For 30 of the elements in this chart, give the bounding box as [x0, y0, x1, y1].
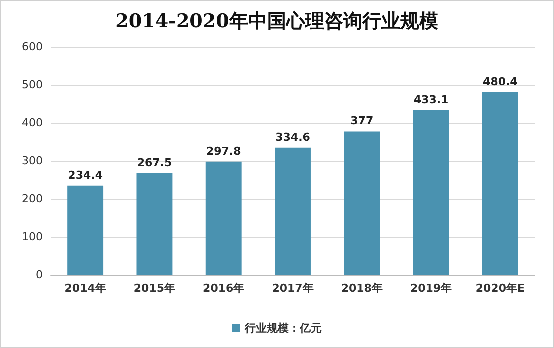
data-label: 297.8 [206, 144, 242, 158]
bar [275, 148, 311, 275]
legend-label: 行业规模：亿元 [244, 322, 322, 335]
data-label: 267.5 [137, 156, 172, 170]
data-label: 480.4 [483, 75, 518, 88]
data-label: 377 [350, 114, 374, 128]
bar [344, 132, 380, 275]
y-tick-label: 600 [22, 40, 43, 54]
y-tick-label: 500 [22, 78, 43, 92]
data-label: 334.6 [276, 130, 311, 144]
y-tick-label: 300 [22, 154, 43, 168]
x-tick-label: 2019年 [410, 282, 452, 295]
y-tick-label: 100 [22, 230, 43, 244]
y-tick-label: 200 [22, 192, 43, 206]
bar [482, 92, 518, 275]
bar [413, 110, 450, 275]
x-tick-label: 2015年 [134, 282, 176, 295]
x-tick-label: 2014年 [64, 282, 106, 295]
bar [206, 162, 242, 275]
x-tick-label: 2017年 [272, 282, 314, 295]
bar [136, 173, 173, 275]
x-tick-label: 2020年E [476, 282, 525, 295]
bar [68, 186, 104, 275]
y-tick-label: 0 [36, 268, 43, 282]
x-tick-label: 2016年 [203, 282, 245, 295]
data-label: 433.1 [414, 93, 449, 106]
chart-title: 2014-2020年中国心理咨询行业规模 [116, 10, 438, 32]
data-label: 234.4 [68, 168, 104, 182]
x-tick-label: 2018年 [341, 282, 383, 295]
y-tick-label: 400 [22, 116, 43, 130]
